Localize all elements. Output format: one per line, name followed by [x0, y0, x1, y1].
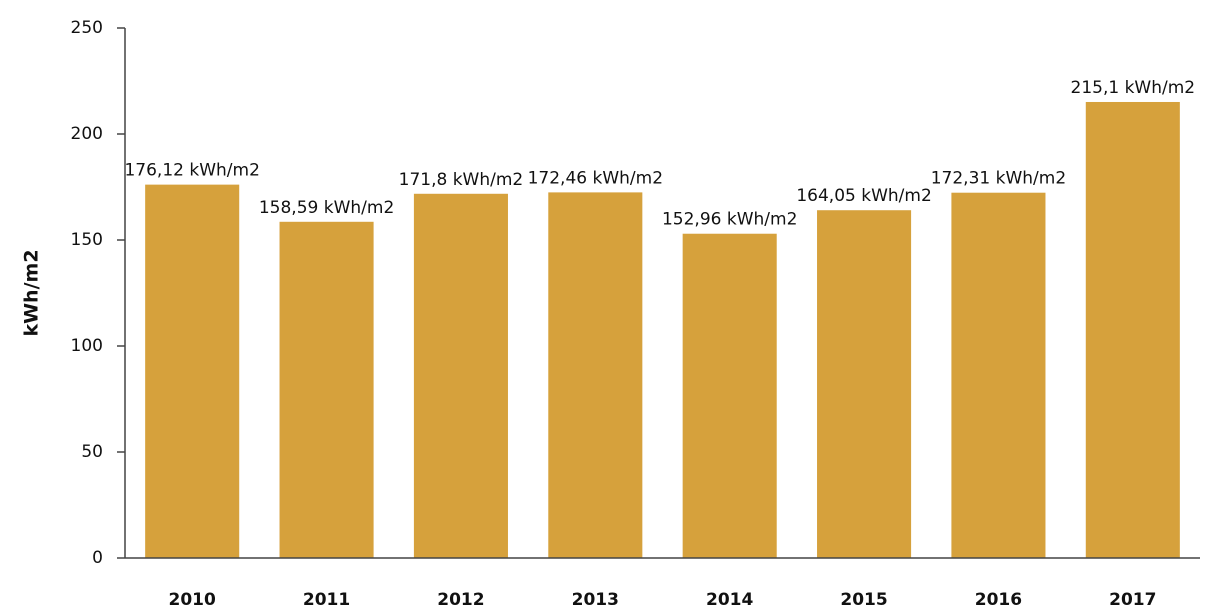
x-tick-label: 2013 [572, 590, 619, 610]
data-label: 164,05 kWh/m2 [796, 186, 931, 206]
bar [1085, 101, 1180, 558]
y-tick-label: 100 [71, 336, 103, 356]
y-tick-label: 200 [71, 124, 103, 144]
y-tick-label: 0 [92, 548, 103, 568]
x-tick-label: 2015 [840, 590, 887, 610]
y-tick-label: 50 [81, 442, 103, 462]
x-tick-label: 2017 [1109, 590, 1156, 610]
bar [548, 192, 643, 558]
bar [682, 233, 777, 558]
x-tick-label: 2010 [169, 590, 216, 610]
data-label: 172,46 kWh/m2 [528, 168, 663, 188]
data-label: 152,96 kWh/m2 [662, 210, 797, 230]
bar [817, 210, 912, 559]
data-label: 158,59 kWh/m2 [259, 198, 394, 218]
y-axis-label: kWh/m2 [21, 249, 43, 336]
bar [413, 193, 508, 558]
x-tick-label: 2012 [437, 590, 484, 610]
bar [279, 221, 374, 559]
data-label: 171,8 kWh/m2 [399, 170, 524, 190]
y-tick-label: 150 [71, 230, 103, 250]
y-tick-label: 250 [71, 18, 103, 38]
bar [951, 192, 1046, 558]
x-tick-label: 2016 [975, 590, 1022, 610]
x-tick-label: 2014 [706, 590, 753, 610]
bar [145, 184, 240, 558]
data-label: 172,31 kWh/m2 [931, 169, 1066, 189]
x-tick-label: 2011 [303, 590, 350, 610]
data-label: 176,12 kWh/m2 [124, 161, 259, 181]
data-label: 215,1 kWh/m2 [1071, 78, 1196, 98]
